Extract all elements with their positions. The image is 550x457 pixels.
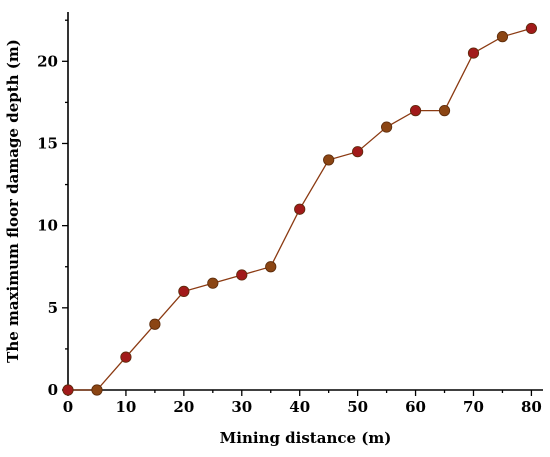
data-point [120, 351, 132, 363]
data-point [525, 22, 538, 35]
y-axis-ticks: 0 5 10 15 20 [37, 19, 68, 399]
y-axis-title: The maximum floor damage depth (m) [4, 39, 22, 363]
data-point [467, 47, 480, 59]
data-point [352, 146, 364, 158]
x-tick-label: 20 [173, 398, 194, 416]
data-point [409, 105, 422, 117]
y-tick-label: 20 [37, 52, 58, 70]
x-axis-ticks: 0 10 20 30 40 50 60 70 80 [63, 390, 542, 416]
x-tick-label: 60 [405, 398, 426, 416]
y-tick-label: 15 [37, 134, 58, 152]
data-point [149, 318, 161, 330]
data-point [496, 31, 509, 43]
data-point [438, 105, 451, 117]
x-axis-title: Mining distance (m) [220, 429, 392, 447]
y-tick-label: 5 [48, 299, 58, 317]
x-tick-label: 70 [463, 398, 484, 416]
x-tick-label: 10 [115, 398, 136, 416]
data-point [294, 203, 306, 215]
data-point [236, 269, 248, 281]
data-point [207, 277, 219, 289]
x-tick-label: 40 [289, 398, 310, 416]
data-point [323, 154, 335, 166]
x-tick-label: 80 [521, 398, 542, 416]
data-point [380, 121, 393, 133]
data-points [62, 22, 538, 396]
data-point [91, 384, 103, 396]
y-tick-label: 0 [48, 381, 58, 399]
axes [67, 12, 543, 391]
data-point [178, 285, 190, 297]
y-tick-label: 10 [37, 217, 58, 235]
data-point [265, 261, 277, 273]
x-tick-label: 50 [347, 398, 368, 416]
x-tick-label: 0 [63, 398, 73, 416]
x-tick-label: 30 [231, 398, 252, 416]
data-point [62, 384, 74, 396]
